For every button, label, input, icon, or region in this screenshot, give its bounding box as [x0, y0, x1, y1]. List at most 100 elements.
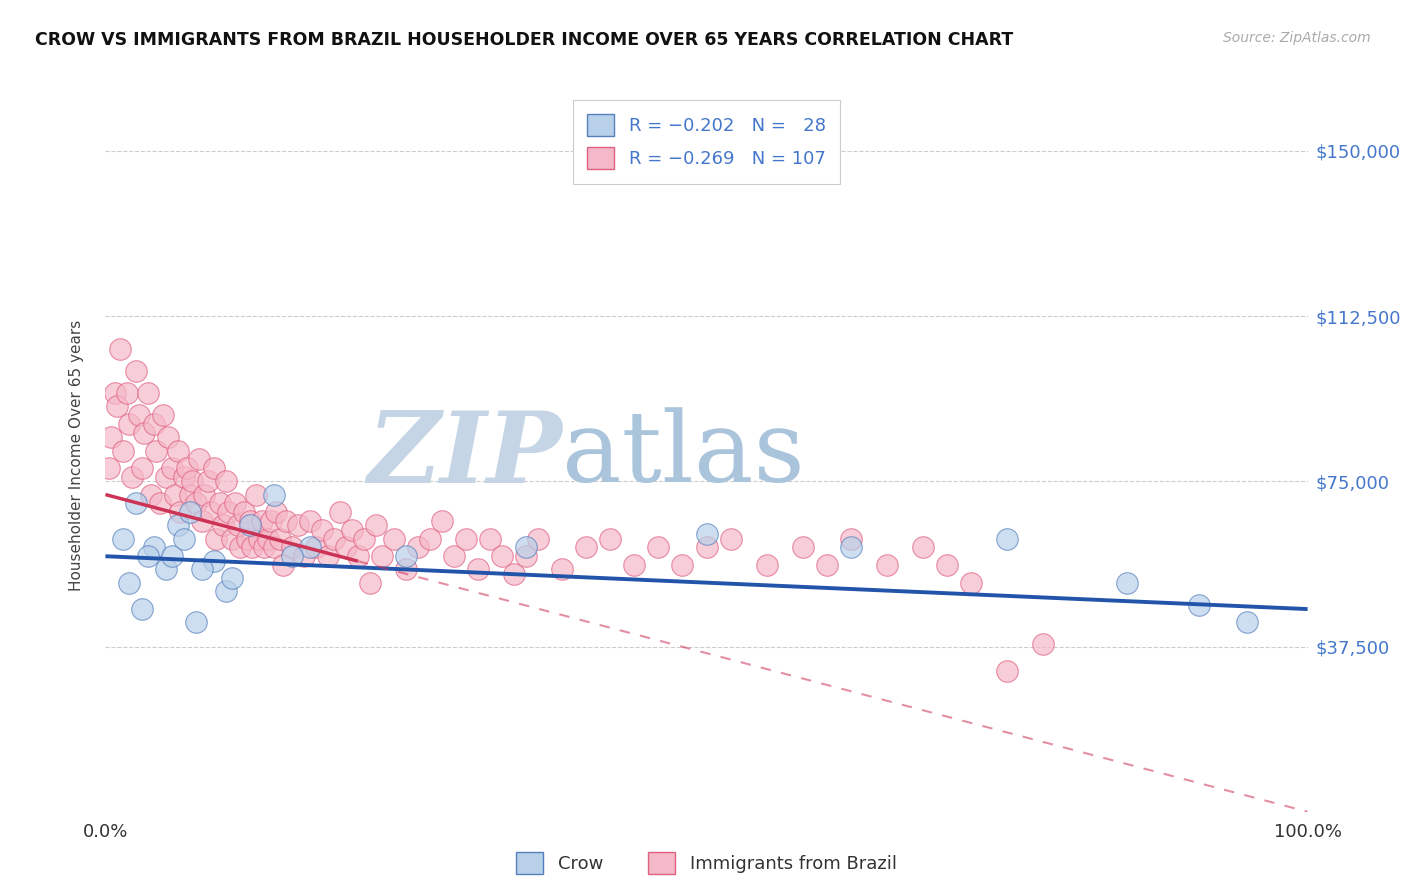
Point	[100, 430, 122, 444]
Point	[142, 541, 165, 555]
Point	[128, 409, 150, 423]
Point	[115, 386, 138, 401]
Point	[156, 430, 179, 444]
Point	[188, 452, 211, 467]
Point	[599, 532, 621, 546]
Point	[395, 549, 418, 564]
Point	[364, 518, 387, 533]
Point	[696, 541, 718, 555]
Point	[239, 518, 262, 533]
Point	[876, 558, 898, 572]
Point	[479, 532, 502, 546]
Point	[430, 514, 453, 528]
Point	[263, 487, 285, 501]
Point	[190, 514, 212, 528]
Point	[335, 541, 357, 555]
Point	[395, 562, 418, 576]
Point	[256, 532, 278, 546]
Point	[491, 549, 513, 564]
Point	[247, 532, 270, 546]
Point	[274, 514, 297, 528]
Point	[139, 487, 162, 501]
Point	[454, 532, 477, 546]
Point	[298, 514, 321, 528]
Point	[118, 417, 141, 431]
Point	[281, 541, 304, 555]
Point	[936, 558, 959, 572]
Point	[311, 523, 333, 537]
Point	[329, 505, 352, 519]
Point	[155, 562, 177, 576]
Point	[131, 602, 153, 616]
Point	[173, 470, 195, 484]
Point	[839, 532, 862, 546]
Point	[131, 461, 153, 475]
Point	[515, 549, 537, 564]
Point	[347, 549, 370, 564]
Point	[1116, 575, 1139, 590]
Point	[202, 554, 225, 568]
Point	[382, 532, 405, 546]
Point	[911, 541, 934, 555]
Point	[107, 400, 129, 414]
Point	[176, 461, 198, 475]
Point	[250, 514, 273, 528]
Point	[124, 364, 146, 378]
Point	[1236, 615, 1258, 630]
Point	[623, 558, 645, 572]
Text: ZIP: ZIP	[367, 407, 562, 503]
Point	[214, 584, 236, 599]
Point	[121, 470, 143, 484]
Point	[371, 549, 394, 564]
Point	[214, 475, 236, 489]
Point	[240, 541, 263, 555]
Point	[197, 475, 219, 489]
Point	[960, 575, 983, 590]
Point	[1032, 637, 1054, 651]
Point	[124, 496, 146, 510]
Point	[108, 342, 131, 356]
Point	[190, 562, 212, 576]
Point	[142, 417, 165, 431]
Point	[696, 527, 718, 541]
Point	[467, 562, 489, 576]
Point	[181, 475, 204, 489]
Point	[253, 541, 276, 555]
Point	[145, 443, 167, 458]
Point	[193, 487, 215, 501]
Point	[112, 532, 135, 546]
Point	[443, 549, 465, 564]
Point	[208, 496, 231, 510]
Point	[281, 549, 304, 564]
Point	[200, 505, 222, 519]
Point	[260, 514, 283, 528]
Point	[169, 505, 191, 519]
Point	[755, 558, 778, 572]
Point	[292, 549, 315, 564]
Point	[239, 514, 262, 528]
Point	[353, 532, 375, 546]
Point	[205, 532, 228, 546]
Point	[515, 541, 537, 555]
Point	[527, 532, 550, 546]
Point	[136, 386, 159, 401]
Point	[118, 575, 141, 590]
Point	[221, 571, 243, 585]
Point	[419, 532, 441, 546]
Point	[173, 532, 195, 546]
Point	[815, 558, 838, 572]
Point	[551, 562, 574, 576]
Point	[184, 496, 207, 510]
Point	[995, 664, 1018, 678]
Text: atlas: atlas	[562, 407, 806, 503]
Y-axis label: Householder Income Over 65 years: Householder Income Over 65 years	[69, 319, 84, 591]
Point	[269, 532, 291, 546]
Point	[575, 541, 598, 555]
Point	[503, 566, 526, 581]
Point	[671, 558, 693, 572]
Point	[273, 558, 295, 572]
Point	[112, 443, 135, 458]
Point	[160, 549, 183, 564]
Point	[148, 496, 170, 510]
Point	[229, 541, 252, 555]
